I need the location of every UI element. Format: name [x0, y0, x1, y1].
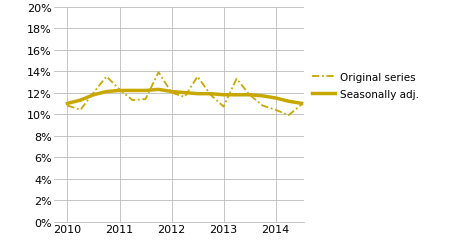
Original series: [104, 76, 109, 79]
Seasonally adj.: [65, 102, 70, 105]
Original series: [156, 71, 161, 74]
Legend: Original series, Seasonally adj.: Original series, Seasonally adj.: [312, 73, 419, 99]
Original series: [130, 99, 135, 102]
Original series: [143, 98, 148, 101]
Original series: [78, 109, 83, 112]
Original series: [65, 105, 70, 108]
Original series: [273, 109, 278, 112]
Line: Original series: Original series: [68, 73, 301, 116]
Seasonally adj.: [234, 94, 239, 97]
Seasonally adj.: [247, 94, 252, 97]
Original series: [221, 106, 226, 109]
Seasonally adj.: [260, 95, 265, 98]
Original series: [234, 78, 239, 81]
Seasonally adj.: [182, 92, 187, 95]
Seasonally adj.: [286, 100, 291, 103]
Original series: [195, 76, 200, 79]
Seasonally adj.: [104, 91, 109, 94]
Seasonally adj.: [78, 99, 83, 102]
Original series: [169, 92, 174, 95]
Seasonally adj.: [299, 102, 304, 105]
Line: Seasonally adj.: Seasonally adj.: [68, 90, 301, 104]
Original series: [260, 105, 265, 108]
Seasonally adj.: [143, 89, 148, 92]
Original series: [286, 114, 291, 117]
Original series: [299, 104, 304, 107]
Original series: [247, 94, 252, 97]
Seasonally adj.: [273, 97, 278, 100]
Seasonally adj.: [208, 93, 213, 96]
Original series: [182, 96, 187, 99]
Seasonally adj.: [117, 89, 122, 92]
Original series: [91, 92, 96, 95]
Seasonally adj.: [156, 88, 161, 91]
Original series: [117, 88, 122, 91]
Seasonally adj.: [91, 94, 96, 97]
Seasonally adj.: [221, 94, 226, 97]
Seasonally adj.: [195, 93, 200, 96]
Seasonally adj.: [169, 91, 174, 94]
Seasonally adj.: [130, 89, 135, 92]
Original series: [208, 94, 213, 97]
